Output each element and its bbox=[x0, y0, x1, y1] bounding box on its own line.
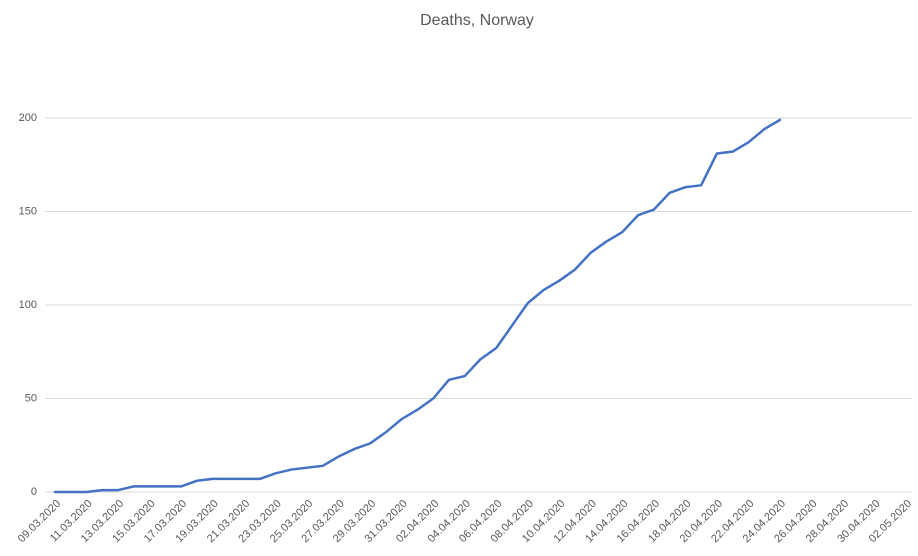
line-series bbox=[53, 118, 782, 494]
y-tick-label: 150 bbox=[19, 205, 37, 217]
y-tick-label: 0 bbox=[31, 486, 37, 498]
y-tick-label: 100 bbox=[19, 299, 37, 311]
chart-title: Deaths, Norway bbox=[420, 12, 534, 29]
y-tick-label: 200 bbox=[19, 112, 37, 124]
y-tick-label: 50 bbox=[25, 392, 37, 404]
